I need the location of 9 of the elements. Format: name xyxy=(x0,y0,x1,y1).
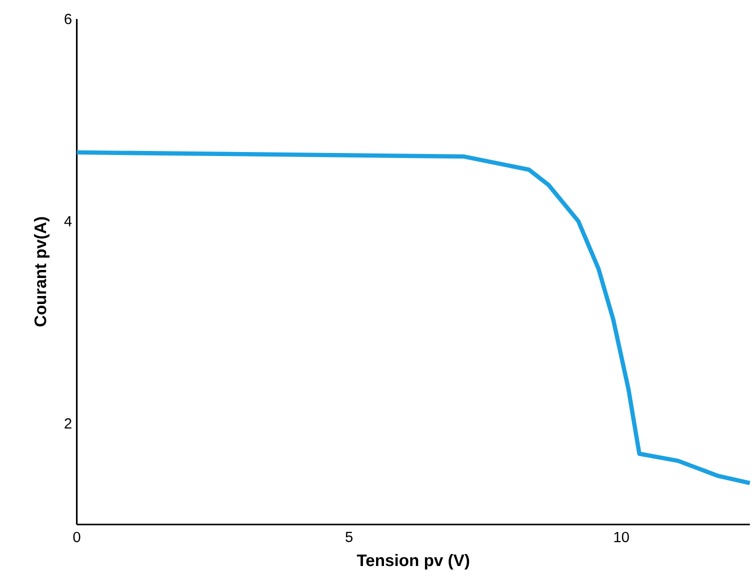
y-tick-label: 2 xyxy=(64,418,72,428)
line-series xyxy=(74,150,752,486)
y-axis-title: Courant pv(A) xyxy=(34,217,50,326)
x-tick-label: 0 xyxy=(73,532,80,542)
y-tick-label: 4 xyxy=(64,216,72,226)
x-tick-label: 5 xyxy=(346,532,353,542)
x-tick-label: 10 xyxy=(614,532,629,542)
y-tick-label: 6 xyxy=(64,14,72,24)
x-axis-title: Tension pv (V) xyxy=(356,554,470,570)
